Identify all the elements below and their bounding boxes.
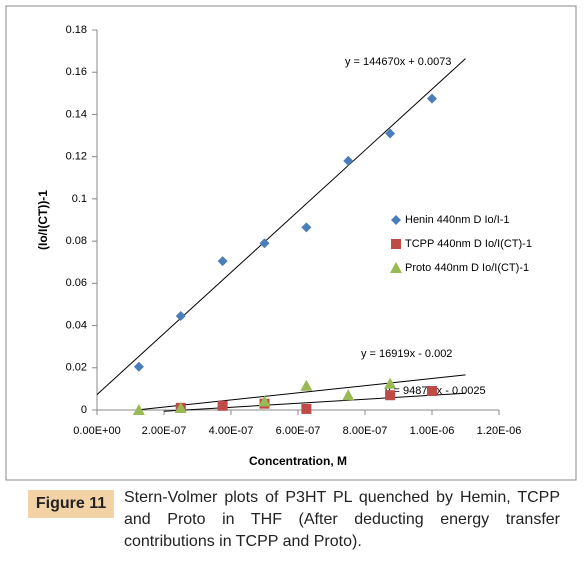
point <box>427 93 437 104</box>
point <box>385 128 396 139</box>
point <box>174 401 187 413</box>
x-tick-label: 6.00E-07 <box>276 425 321 437</box>
point <box>301 403 312 414</box>
y-axis-title: (Io/I(CT))-1 <box>36 190 50 250</box>
point <box>385 390 396 401</box>
y-tick-label: 0.14 <box>66 108 87 120</box>
y-tick-label: 0.1 <box>72 193 87 205</box>
legend-label: TCPP 440nm D Io/I(CT)-1 <box>405 238 532 250</box>
chart-border <box>5 5 577 481</box>
point <box>427 386 437 396</box>
point <box>217 400 228 411</box>
point <box>342 389 355 401</box>
legend-label: Proto 440nm D Io/I(CT)-1 <box>405 262 529 274</box>
point <box>132 404 145 415</box>
trendline <box>138 374 466 411</box>
figure-caption: Stern-Volmer plots of P3HT PL quenched b… <box>124 489 560 550</box>
point <box>217 256 228 267</box>
x-tick-label: 0.00E+00 <box>73 425 120 437</box>
y-tick-label: 0.18 <box>66 24 87 36</box>
legend-label: Henin 440nm D Io/I-1 <box>405 214 510 226</box>
legend-marker <box>391 239 401 249</box>
y-tick-label: 0.12 <box>66 151 87 163</box>
x-tick-label: 1.20E-06 <box>477 425 522 437</box>
x-tick-label: 8.00E-07 <box>343 425 388 437</box>
trendline <box>163 392 466 412</box>
trendline-label: y = 16919x - 0.002 <box>361 348 452 360</box>
x-tick-label: 4.00E-07 <box>209 425 254 437</box>
point <box>301 222 312 233</box>
y-tick-label: 0.04 <box>66 319 87 331</box>
x-tick-label: 1.00E-06 <box>410 425 455 437</box>
y-tick-label: 0.16 <box>66 66 87 78</box>
y-tick-label: 0.06 <box>66 277 87 289</box>
y-tick-label: 0.02 <box>66 362 87 374</box>
legend-marker <box>391 215 401 225</box>
legend-marker <box>390 262 402 273</box>
x-axis-title: Concentration, M <box>249 454 347 468</box>
point <box>259 238 270 249</box>
trendline <box>96 58 466 395</box>
point <box>258 395 271 407</box>
point <box>384 377 397 389</box>
point <box>300 379 313 391</box>
x-tick-label: 2.00E-07 <box>142 425 187 437</box>
y-tick-label: 0.08 <box>66 235 87 247</box>
figure-label: Figure 11 <box>28 490 114 518</box>
y-tick-label: 0 <box>81 404 87 416</box>
trendline-label: y = 144670x + 0.0073 <box>345 56 451 68</box>
point <box>343 155 354 166</box>
point <box>133 361 144 372</box>
point <box>175 311 186 322</box>
